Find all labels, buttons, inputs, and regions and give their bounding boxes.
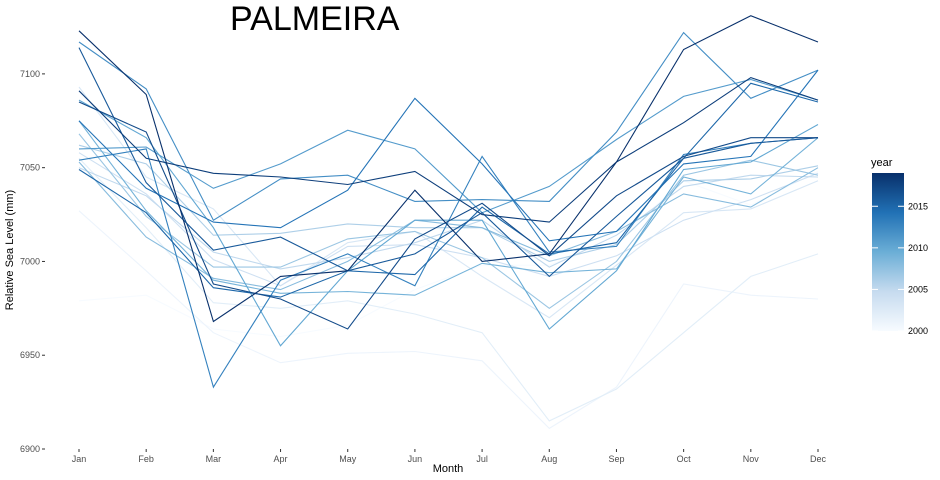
x-tick-label: Oct xyxy=(677,454,692,464)
x-tick-label: Dec xyxy=(810,454,827,464)
y-tick-label: 7000 xyxy=(20,256,40,266)
y-tick-label: 7050 xyxy=(20,163,40,173)
series-line-2006 xyxy=(78,144,819,262)
series-line-2008 xyxy=(78,161,819,291)
x-axis-title: Month xyxy=(433,463,464,475)
series-line-2011 xyxy=(78,78,819,214)
series-line-2003 xyxy=(78,86,819,319)
y-tick-label: 6900 xyxy=(20,444,40,454)
y-axis-title: Relative Sea Level (mm) xyxy=(4,190,16,310)
series-line-2018 xyxy=(78,76,819,223)
color-legend: year 2000 2005 2010 2015 xyxy=(871,157,928,336)
series-line-2017 xyxy=(78,101,818,330)
x-tick-label: Jun xyxy=(408,454,423,464)
series-line-2005 xyxy=(78,167,819,270)
y-tick-label: 7100 xyxy=(20,69,40,79)
series-line-2010 xyxy=(78,99,819,347)
legend-tick-label: 2010 xyxy=(908,243,928,253)
legend-colorbar xyxy=(872,173,904,331)
y-tick-label: 6950 xyxy=(20,350,40,360)
series-line-2009 xyxy=(78,120,819,296)
legend-tick-label: 2005 xyxy=(908,284,928,294)
x-tick-label: Sep xyxy=(608,454,624,464)
legend-title: year xyxy=(871,157,893,169)
x-tick-label: Nov xyxy=(743,454,760,464)
series-line-2014 xyxy=(78,69,819,242)
series-line-2012 xyxy=(78,31,819,221)
series-line-2019 xyxy=(78,15,819,323)
x-tick-label: Jan xyxy=(72,454,87,464)
series-lines xyxy=(78,15,819,430)
x-tick-label: Apr xyxy=(274,454,288,464)
x-axis: Jan Feb Mar Apr May Jun Jul Aug Sep Oct Nov Dec xyxy=(72,449,827,464)
legend-tick-label: 2015 xyxy=(908,201,928,211)
series-line-2001 xyxy=(78,210,819,430)
series-line-2004 xyxy=(78,152,819,287)
legend-tick-label: 2000 xyxy=(908,326,928,336)
series-line-2002 xyxy=(78,157,819,422)
x-tick-label: Mar xyxy=(206,454,222,464)
series-line-2015 xyxy=(78,82,819,298)
series-line-2016 xyxy=(78,47,819,278)
y-axis: 6900 6950 7000 7050 7100 xyxy=(20,69,45,454)
x-tick-label: Feb xyxy=(138,454,154,464)
chart-title: PALMEIRA xyxy=(230,0,400,38)
x-tick-label: May xyxy=(339,454,357,464)
x-tick-label: Jul xyxy=(476,454,488,464)
x-tick-label: Aug xyxy=(541,454,557,464)
